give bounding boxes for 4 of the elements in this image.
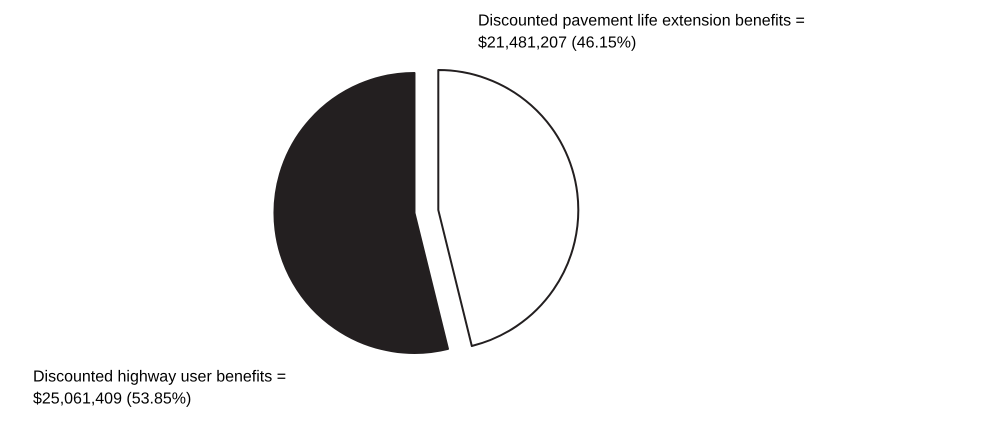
slice-label: Discounted pavement life extension benefits =	[478, 12, 805, 30]
data-label: $21,481,207 (46.15%)	[478, 34, 636, 52]
data-label: $25,061,409 (53.85%)	[33, 390, 192, 408]
slice-label: Discounted highway user benefits =	[33, 368, 286, 386]
